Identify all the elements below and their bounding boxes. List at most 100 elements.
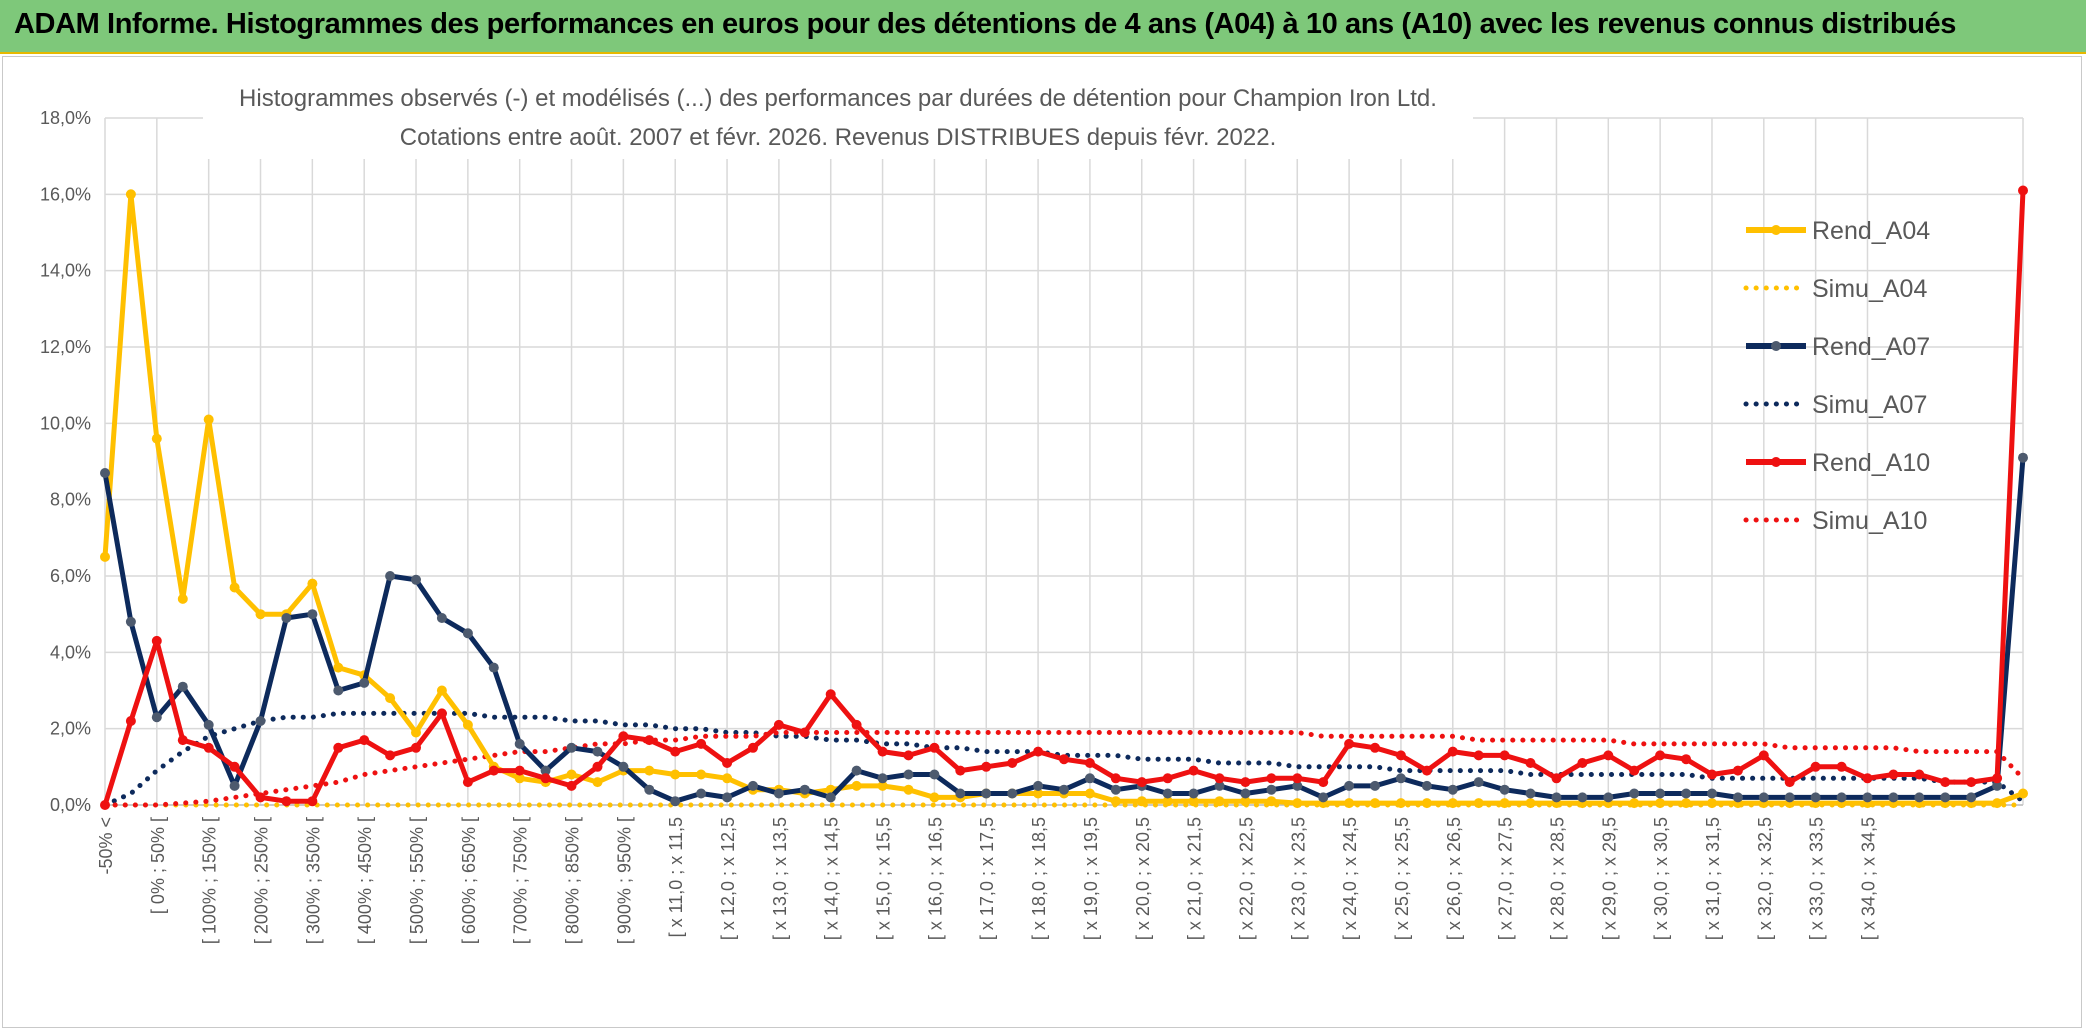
point-rend-a10 bbox=[592, 761, 603, 772]
legend-label-rend-a10: Rend_A10 bbox=[1812, 449, 1930, 477]
point-rend-a07 bbox=[1499, 784, 1510, 795]
x-tick-label: [ x 19,0 ; x 19,5 bbox=[1081, 817, 1101, 940]
point-rend-a07 bbox=[1240, 788, 1251, 799]
point-rend-a07 bbox=[1784, 792, 1795, 803]
point-rend-a07 bbox=[411, 574, 421, 585]
point-rend-a07 bbox=[1862, 792, 1873, 803]
point-rend-a07 bbox=[1655, 788, 1666, 799]
x-tick-label: [ 900% ; 950% [ bbox=[614, 817, 634, 944]
point-rend-a10 bbox=[799, 727, 810, 738]
point-rend-a04 bbox=[411, 727, 421, 738]
point-rend-a10 bbox=[1395, 750, 1406, 761]
point-rend-a10 bbox=[773, 719, 784, 730]
point-rend-a10 bbox=[1344, 738, 1355, 749]
point-rend-a07 bbox=[436, 613, 447, 623]
x-tick-label: [ x 11,0 ; x 11,5 bbox=[666, 817, 686, 937]
legend-label-rend-a04: Rend_A04 bbox=[1812, 217, 1930, 245]
point-rend-a10 bbox=[1758, 750, 1769, 761]
point-rend-a07 bbox=[670, 796, 681, 807]
x-tick-label: [ x 30,0 ; x 30,5 bbox=[1651, 817, 1671, 940]
x-tick-label: [ 800% ; 850% [ bbox=[563, 817, 583, 944]
point-rend-a10 bbox=[1992, 773, 2003, 784]
point-rend-a07 bbox=[1344, 780, 1355, 791]
x-tick-label: [ x 17,0 ; x 17,5 bbox=[977, 817, 997, 940]
point-rend-a04 bbox=[436, 685, 447, 696]
point-rend-a10 bbox=[1940, 777, 1951, 788]
point-rend-a10 bbox=[411, 742, 421, 753]
point-rend-a10 bbox=[281, 796, 292, 807]
point-rend-a10 bbox=[722, 758, 733, 768]
point-rend-a07 bbox=[1966, 792, 1977, 803]
x-tick-label: [ x 31,0 ; x 31,5 bbox=[1703, 817, 1723, 940]
point-rend-a04 bbox=[1473, 798, 1484, 809]
point-rend-a04 bbox=[670, 769, 681, 780]
point-rend-a04 bbox=[696, 769, 707, 780]
point-rend-a07 bbox=[514, 738, 525, 749]
y-tick-label: 4,0% bbox=[50, 642, 91, 662]
y-tick-label: 2,0% bbox=[50, 719, 91, 739]
legend-marker-rend-a07 bbox=[1771, 341, 1781, 351]
legend-label-simu-a04: Simu_A04 bbox=[1812, 275, 1927, 303]
point-rend-a10 bbox=[1707, 769, 1717, 780]
point-rend-a04 bbox=[1344, 798, 1355, 809]
point-rend-a04 bbox=[2018, 788, 2028, 799]
point-rend-a04 bbox=[877, 780, 888, 791]
x-tick-label: [ x 27,0 ; x 27,5 bbox=[1496, 817, 1516, 940]
x-tick-label: [ x 23,0 ; x 23,5 bbox=[1288, 817, 1308, 940]
x-tick-label: [ x 18,0 ; x 18,5 bbox=[1029, 817, 1049, 940]
point-rend-a04 bbox=[644, 765, 655, 776]
x-tick-label: [ 500% ; 550% [ bbox=[407, 817, 427, 944]
point-rend-a07 bbox=[307, 609, 318, 620]
x-tick-label: [ 100% ; 150% [ bbox=[200, 817, 220, 944]
point-rend-a10 bbox=[255, 792, 266, 803]
y-tick-label: 6,0% bbox=[50, 566, 91, 586]
point-rend-a10 bbox=[1810, 761, 1821, 772]
x-tick-label: [ x 13,0 ; x 13,5 bbox=[770, 817, 790, 940]
point-rend-a10 bbox=[1188, 765, 1199, 776]
x-tick-label: [ 600% ; 650% [ bbox=[459, 817, 479, 944]
point-rend-a07 bbox=[566, 742, 577, 753]
point-rend-a10 bbox=[462, 777, 473, 788]
point-rend-a10 bbox=[359, 735, 370, 746]
point-rend-a04 bbox=[1033, 788, 1044, 799]
point-rend-a07 bbox=[1007, 788, 1018, 799]
y-tick-label: 0,0% bbox=[50, 795, 91, 815]
point-rend-a10 bbox=[748, 742, 758, 753]
point-rend-a07 bbox=[1473, 777, 1484, 788]
point-rend-a10 bbox=[1499, 750, 1510, 761]
point-rend-a07 bbox=[1707, 788, 1717, 799]
point-rend-a04 bbox=[1681, 798, 1692, 809]
report-title: ADAM Informe. Histogrammes des performan… bbox=[14, 8, 1956, 40]
point-rend-a04 bbox=[1292, 798, 1303, 809]
y-tick-label: 8,0% bbox=[50, 490, 91, 510]
point-rend-a10 bbox=[1162, 773, 1173, 784]
point-rend-a10 bbox=[1551, 773, 1562, 784]
point-rend-a10 bbox=[514, 765, 525, 776]
x-tick-label: [ 200% ; 250% [ bbox=[252, 817, 272, 944]
chart-title: Histogrammes observés (-) et modélisés (… bbox=[239, 85, 1437, 112]
point-rend-a07 bbox=[1525, 788, 1536, 799]
point-rend-a07 bbox=[203, 719, 214, 730]
point-rend-a10 bbox=[1966, 777, 1977, 788]
point-rend-a10 bbox=[851, 719, 862, 730]
point-rend-a07 bbox=[1110, 784, 1121, 795]
point-rend-a07 bbox=[540, 765, 551, 776]
point-rend-a10 bbox=[1318, 777, 1329, 788]
point-rend-a10 bbox=[696, 738, 707, 749]
y-tick-label: 12,0% bbox=[40, 337, 91, 357]
point-rend-a10 bbox=[1473, 750, 1484, 761]
point-rend-a10 bbox=[1084, 758, 1095, 768]
x-tick-label: [ x 24,0 ; x 24,5 bbox=[1340, 817, 1360, 940]
x-tick-label: [ x 34,0 ; x 34,5 bbox=[1858, 817, 1878, 940]
y-axis: 0,0% 2,0% 4,0% 6,0% 8,0% 10,0% 12,0% 14,0% 16,0%… bbox=[40, 108, 91, 815]
point-rend-a10 bbox=[333, 742, 344, 753]
x-tick-label: -50% < bbox=[96, 817, 116, 875]
point-rend-a10 bbox=[618, 731, 629, 742]
chart-subtitle: Cotations entre août. 2007 et févr. 2026… bbox=[400, 124, 1277, 151]
point-rend-a07 bbox=[1888, 792, 1899, 803]
point-rend-a10 bbox=[1862, 773, 1873, 784]
point-rend-a10 bbox=[981, 761, 992, 772]
point-rend-a07 bbox=[1447, 784, 1458, 795]
point-rend-a07 bbox=[462, 628, 473, 639]
point-rend-a07 bbox=[1732, 792, 1743, 803]
